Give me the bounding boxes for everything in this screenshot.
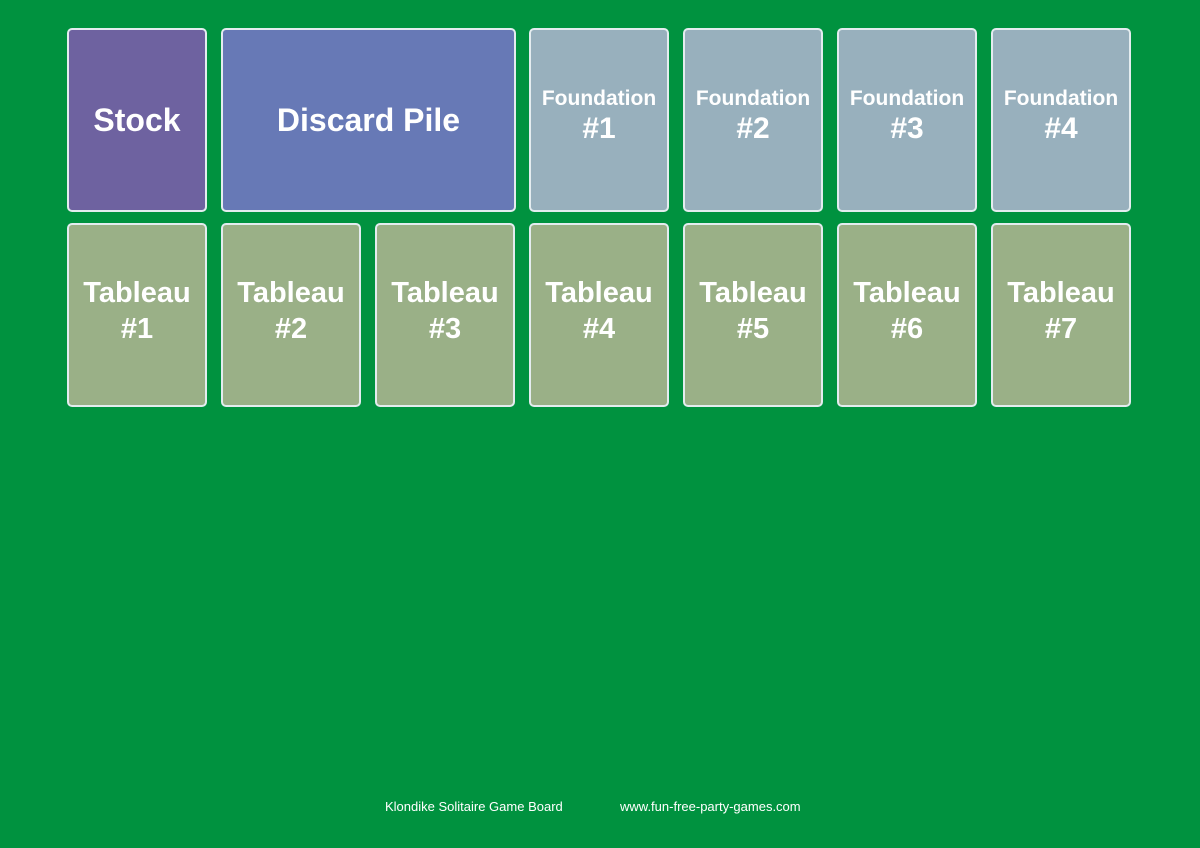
discard-pile[interactable]: Discard Pile: [221, 28, 516, 212]
foundation-2[interactable]: Foundation #2: [683, 28, 823, 212]
tableau-2[interactable]: Tableau #2: [221, 223, 361, 407]
tableau-number: #2: [274, 313, 308, 345]
foundation-label: Foundation: [695, 87, 811, 110]
tableau-5[interactable]: Tableau #5: [683, 223, 823, 407]
stock-label: Stock: [93, 101, 181, 138]
tableau-number: #6: [890, 313, 924, 345]
discard-label: Discard Pile: [276, 101, 461, 138]
tableau-label: Tableau: [1007, 277, 1115, 309]
foundation-label: Foundation: [1003, 87, 1119, 110]
tableau-6[interactable]: Tableau #6: [837, 223, 977, 407]
foundation-1[interactable]: Foundation #1: [529, 28, 669, 212]
foundation-label: Foundation: [541, 87, 657, 110]
foundation-3[interactable]: Foundation #3: [837, 28, 977, 212]
foundation-number: #1: [582, 112, 616, 145]
tableau-number: #1: [120, 313, 154, 345]
tableau-label: Tableau: [853, 277, 961, 309]
foundation-number: #4: [1044, 112, 1078, 145]
tableau-7[interactable]: Tableau #7: [991, 223, 1131, 407]
stock-pile[interactable]: Stock: [67, 28, 207, 212]
tableau-4[interactable]: Tableau #4: [529, 223, 669, 407]
tableau-label: Tableau: [237, 277, 345, 309]
footer-website: www.fun-free-party-games.com: [620, 799, 801, 814]
tableau-1[interactable]: Tableau #1: [67, 223, 207, 407]
tableau-label: Tableau: [83, 277, 191, 309]
tableau-number: #3: [428, 313, 462, 345]
tableau-label: Tableau: [545, 277, 653, 309]
tableau-3[interactable]: Tableau #3: [375, 223, 515, 407]
tableau-label: Tableau: [391, 277, 499, 309]
tableau-label: Tableau: [699, 277, 807, 309]
footer-caption: Klondike Solitaire Game Board: [385, 799, 563, 814]
tableau-number: #7: [1044, 313, 1078, 345]
tableau-number: #4: [582, 313, 616, 345]
foundation-4[interactable]: Foundation #4: [991, 28, 1131, 212]
foundation-label: Foundation: [849, 87, 965, 110]
footer: Klondike Solitaire Game Board www.fun-fr…: [0, 797, 1200, 817]
foundation-number: #2: [736, 112, 770, 145]
foundation-number: #3: [890, 112, 924, 145]
tableau-number: #5: [736, 313, 770, 345]
